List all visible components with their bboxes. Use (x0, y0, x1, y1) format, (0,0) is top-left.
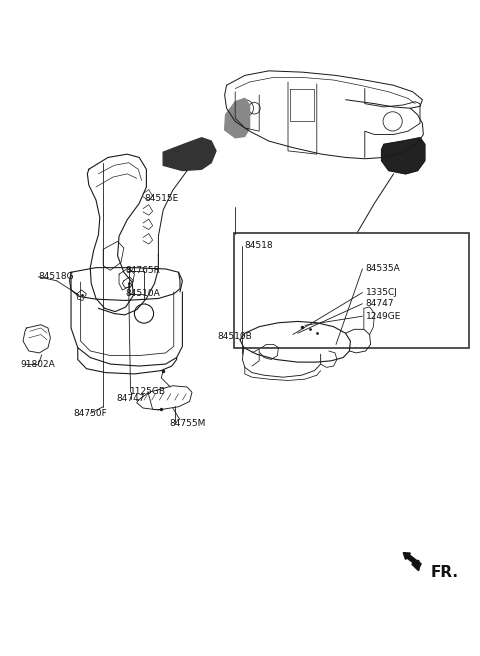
Polygon shape (412, 560, 420, 571)
Text: 91802A: 91802A (20, 359, 55, 369)
Text: 84535A: 84535A (366, 264, 400, 274)
Polygon shape (225, 98, 250, 138)
Text: 1249GE: 1249GE (366, 312, 401, 321)
Text: 84765R: 84765R (126, 266, 160, 276)
Text: 1125GB: 1125GB (130, 387, 166, 396)
Circle shape (134, 304, 154, 323)
Text: 84747: 84747 (116, 394, 145, 403)
FancyArrow shape (403, 552, 421, 567)
Text: 84750F: 84750F (73, 409, 107, 418)
Text: 84510B: 84510B (218, 332, 252, 341)
Text: 1335CJ: 1335CJ (366, 288, 397, 297)
Text: 84518G: 84518G (39, 272, 74, 281)
Text: 84515E: 84515E (144, 194, 179, 203)
Text: 84747: 84747 (366, 299, 394, 308)
Text: FR.: FR. (431, 565, 459, 579)
Text: 84510A: 84510A (126, 289, 160, 298)
Text: 84518: 84518 (245, 241, 274, 251)
Bar (234, 233, 469, 348)
Polygon shape (163, 138, 216, 171)
Text: 84755M: 84755M (169, 419, 205, 428)
Polygon shape (382, 138, 425, 174)
